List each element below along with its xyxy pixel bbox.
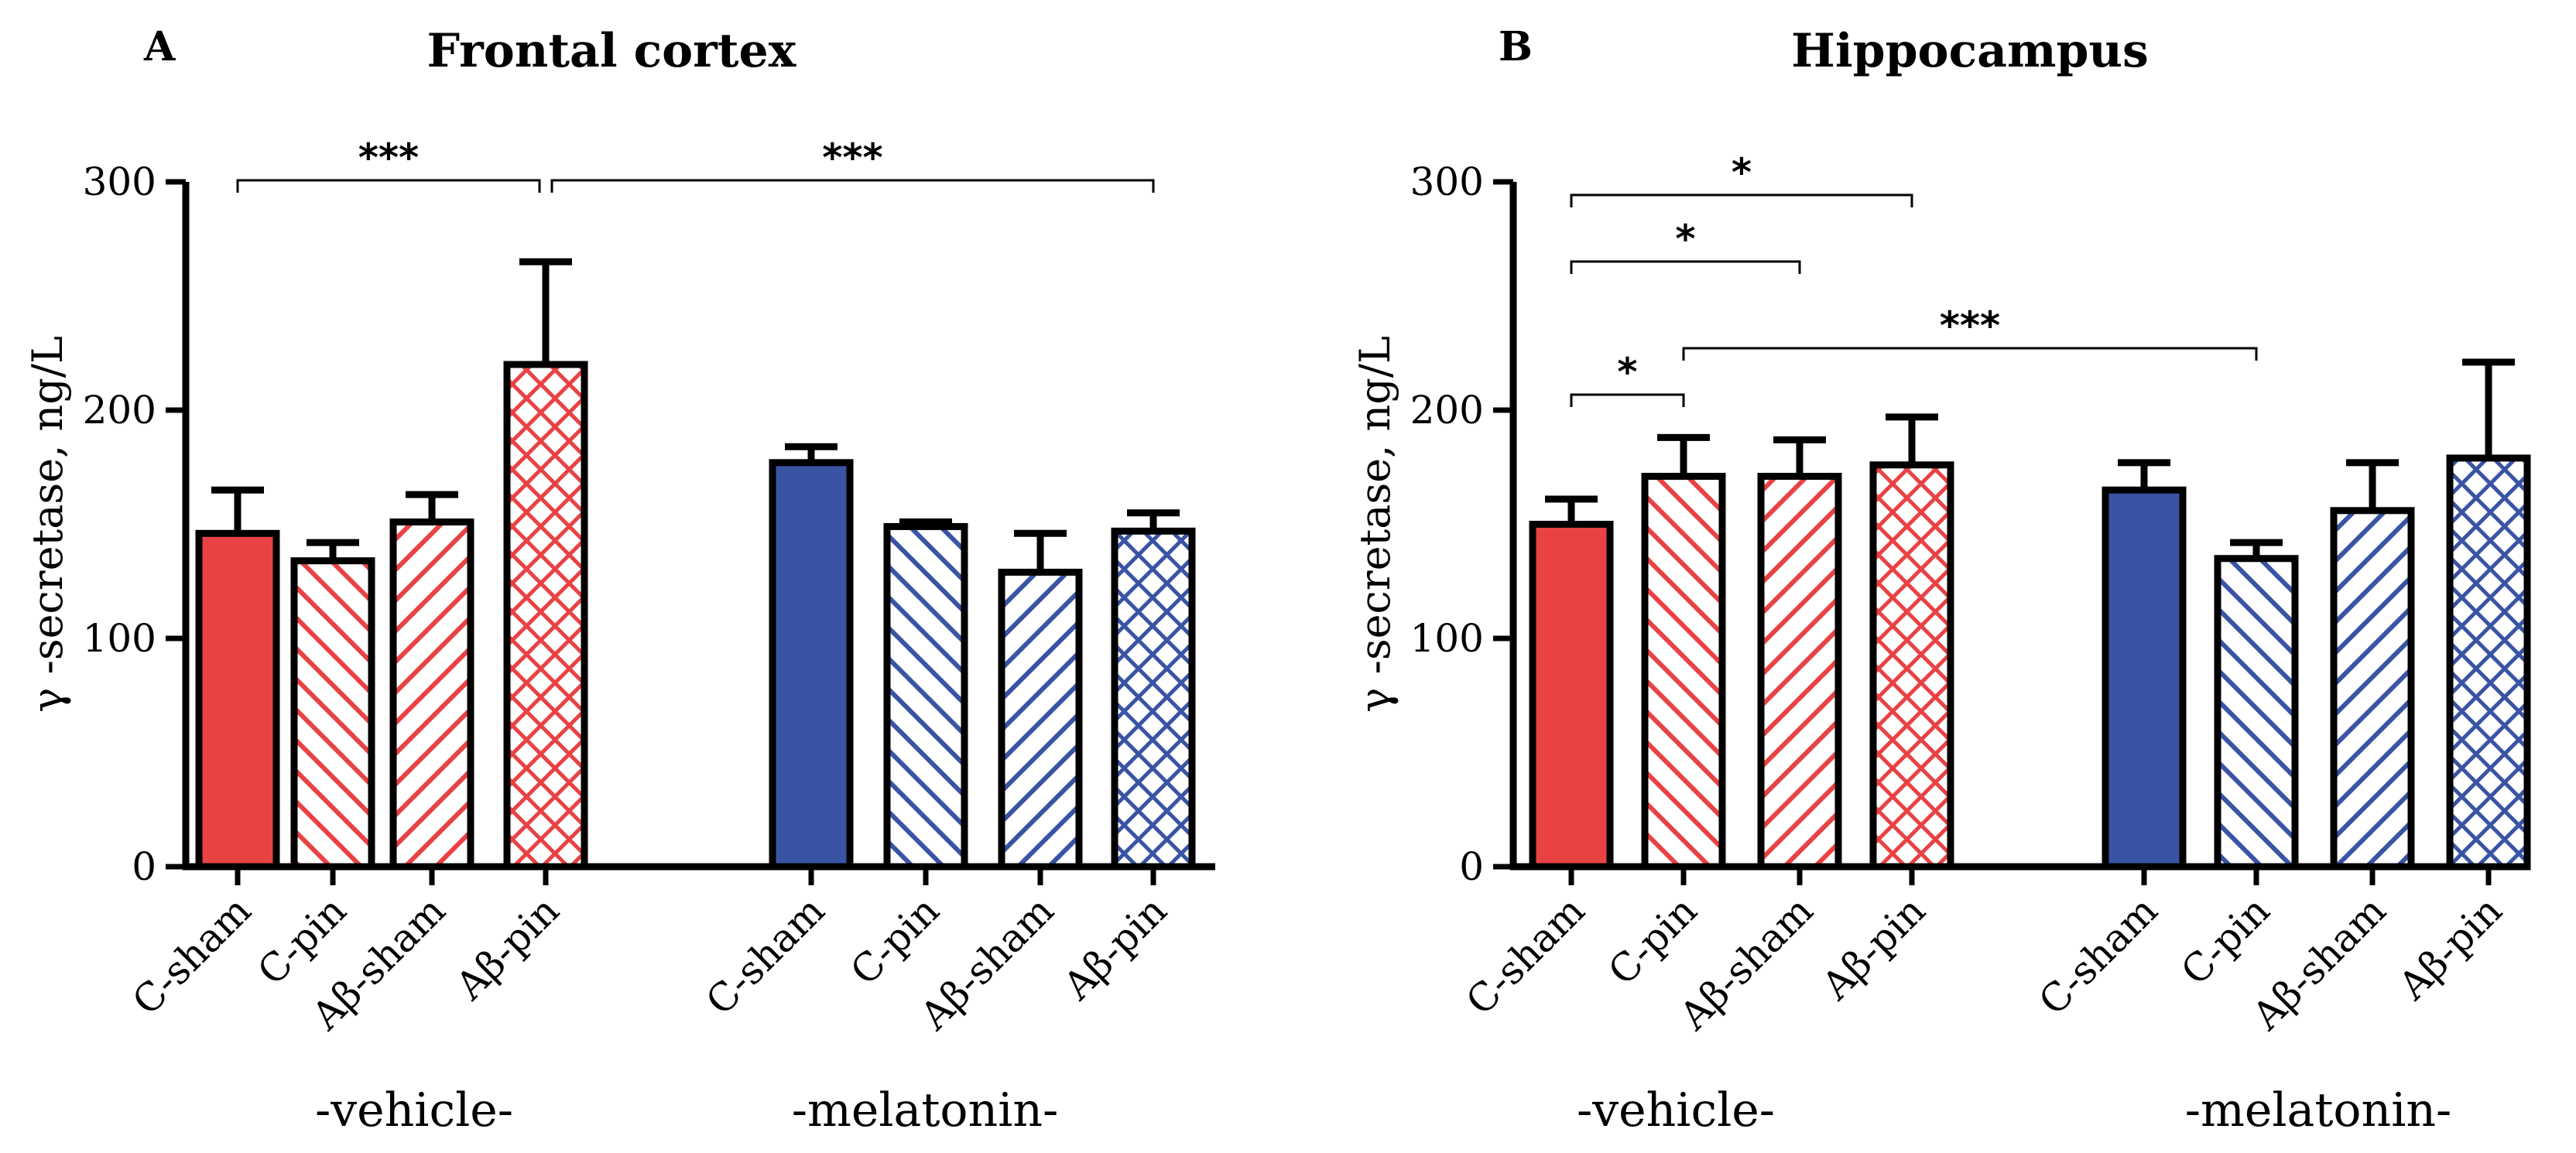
significance-bracket bbox=[236, 179, 541, 193]
group-label: -vehicle- bbox=[315, 1083, 513, 1138]
chart-title: Frontal cortex bbox=[427, 24, 797, 78]
y-tick-label: 300 bbox=[1410, 159, 1484, 204]
y-axis-label: γ -secretase, ng/L bbox=[1351, 336, 1399, 713]
y-tick-label: 200 bbox=[83, 388, 156, 433]
y-tick-label: 0 bbox=[1459, 844, 1484, 889]
bar bbox=[1869, 461, 1954, 871]
bar bbox=[769, 459, 854, 871]
group-label: -vehicle- bbox=[1577, 1083, 1775, 1138]
bar bbox=[503, 361, 588, 871]
y-tick-label: 200 bbox=[1410, 388, 1484, 433]
significance-bracket bbox=[1570, 260, 1801, 274]
chart-title: Hippocampus bbox=[1791, 24, 2149, 78]
panel-letter: B bbox=[1499, 23, 1533, 70]
bar bbox=[1111, 527, 1196, 871]
y-tick-label: 300 bbox=[83, 159, 156, 204]
bar bbox=[1757, 473, 1842, 871]
significance-label: *** bbox=[358, 135, 419, 180]
x-tick-label: C-sham bbox=[2030, 888, 2167, 1024]
x-tick-label: C-pin bbox=[2173, 888, 2279, 994]
significance-bracket bbox=[1682, 347, 2258, 361]
x-tick-label: C-sham bbox=[1458, 888, 1594, 1024]
bar bbox=[195, 529, 280, 871]
x-tick-label: C-pin bbox=[1600, 888, 1706, 994]
x-tick-label: Aβ-pin bbox=[2389, 888, 2510, 1008]
panel-frontal-cortex: A Frontal cortex 0 100 200 300 γ -secretase,… bbox=[23, 23, 1215, 1138]
significance-bracket bbox=[1570, 193, 1913, 207]
y-axis-label: γ -secretase, ng/L bbox=[23, 336, 72, 713]
y-tick-label: 100 bbox=[83, 616, 156, 661]
x-tick-label: C-pin bbox=[842, 888, 948, 994]
bar bbox=[1641, 473, 1726, 871]
panel-letter: A bbox=[143, 23, 176, 70]
x-tick-label: Aβ-pin bbox=[447, 888, 567, 1008]
group-label: -melatonin- bbox=[2185, 1083, 2452, 1138]
group-label: -melatonin- bbox=[792, 1083, 1059, 1138]
panel-hippocampus: B Hippocampus 0 100 200 300 γ -secretase, ng… bbox=[1351, 23, 2531, 1138]
x-tick-label: Aβ-pin bbox=[1054, 888, 1175, 1008]
bar bbox=[290, 557, 375, 871]
bar bbox=[389, 518, 474, 871]
bar bbox=[2330, 507, 2415, 871]
significance-bracket bbox=[550, 179, 1155, 193]
significance-bracket bbox=[1570, 393, 1685, 407]
x-tick-label: Aβ-pin bbox=[1813, 888, 1934, 1008]
x-tick-label: C-sham bbox=[697, 888, 834, 1024]
x-tick-label: C-sham bbox=[124, 888, 260, 1024]
significance-label: * bbox=[1732, 150, 1752, 195]
bar bbox=[2214, 555, 2299, 871]
bar bbox=[883, 522, 968, 871]
significance-label: * bbox=[1675, 217, 1695, 262]
bar bbox=[1529, 521, 1614, 871]
significance-label: *** bbox=[822, 135, 882, 180]
significance-label: *** bbox=[1940, 303, 2000, 348]
y-tick-label: 0 bbox=[132, 844, 156, 889]
bar bbox=[998, 568, 1083, 871]
bar bbox=[2102, 486, 2187, 871]
significance-label: * bbox=[1617, 350, 1637, 395]
bar bbox=[2446, 454, 2531, 871]
y-tick-label: 100 bbox=[1410, 616, 1484, 661]
